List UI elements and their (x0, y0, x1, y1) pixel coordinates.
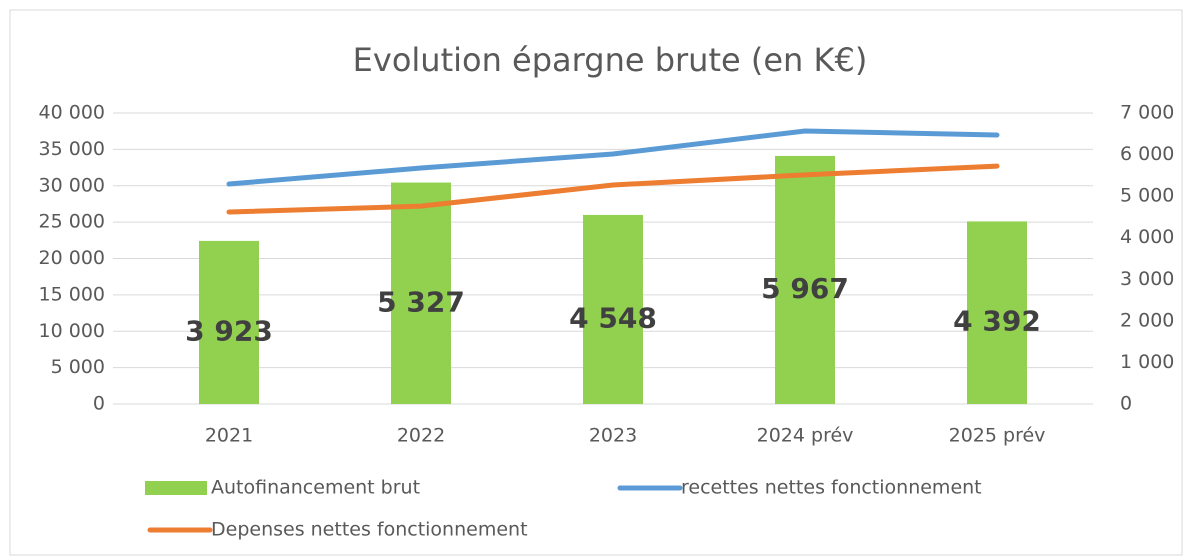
x-tick-label: 2022 (397, 425, 445, 447)
x-tick-label: 2023 (589, 425, 637, 447)
data-label: 5 327 (377, 285, 465, 318)
x-tick-label: 2021 (205, 425, 253, 447)
chart-title: Evolution épargne brute (en K€) (353, 41, 868, 79)
bar (583, 214, 643, 404)
legend-label: recettes nettes fonctionnement (681, 477, 982, 499)
line (226, 163, 1000, 215)
y-tick-label: 0 (93, 393, 105, 415)
legend-label: Depenses nettes fonctionnement (211, 519, 528, 541)
bar (199, 240, 259, 404)
y2-tick-label: 5 000 (1120, 185, 1174, 207)
y2-tick-label: 1 000 (1120, 351, 1174, 373)
y2-tick-label: 4 000 (1120, 226, 1174, 248)
data-label: 4 392 (953, 305, 1041, 338)
legend-swatch (145, 481, 207, 495)
y-tick-label: 15 000 (39, 283, 105, 305)
y2-tick-label: 2 000 (1120, 309, 1174, 331)
y-tick-label: 20 000 (39, 247, 105, 269)
y-tick-label: 10 000 (39, 320, 105, 342)
legend-label: Autofinancement brut (211, 477, 420, 499)
y2-tick-label: 6 000 (1120, 143, 1174, 165)
y-tick-label: 25 000 (39, 211, 105, 233)
bar (775, 155, 835, 404)
y-tick-label: 40 000 (39, 102, 105, 124)
data-label: 4 548 (569, 301, 657, 334)
y-tick-label: 35 000 (39, 138, 105, 160)
data-label: 3 923 (185, 314, 273, 347)
y2-tick-label: 0 (1120, 393, 1132, 415)
data-label: 5 967 (761, 272, 849, 305)
bar (967, 221, 1027, 404)
y-tick-label: 30 000 (39, 174, 105, 196)
y2-tick-label: 3 000 (1120, 268, 1174, 290)
y2-tick-label: 7 000 (1120, 102, 1174, 124)
x-tick-label: 2024 prév (757, 425, 854, 447)
line (226, 128, 1000, 187)
bar (391, 182, 451, 404)
x-tick-label: 2025 prév (949, 425, 1046, 447)
y-tick-label: 5 000 (51, 356, 105, 378)
